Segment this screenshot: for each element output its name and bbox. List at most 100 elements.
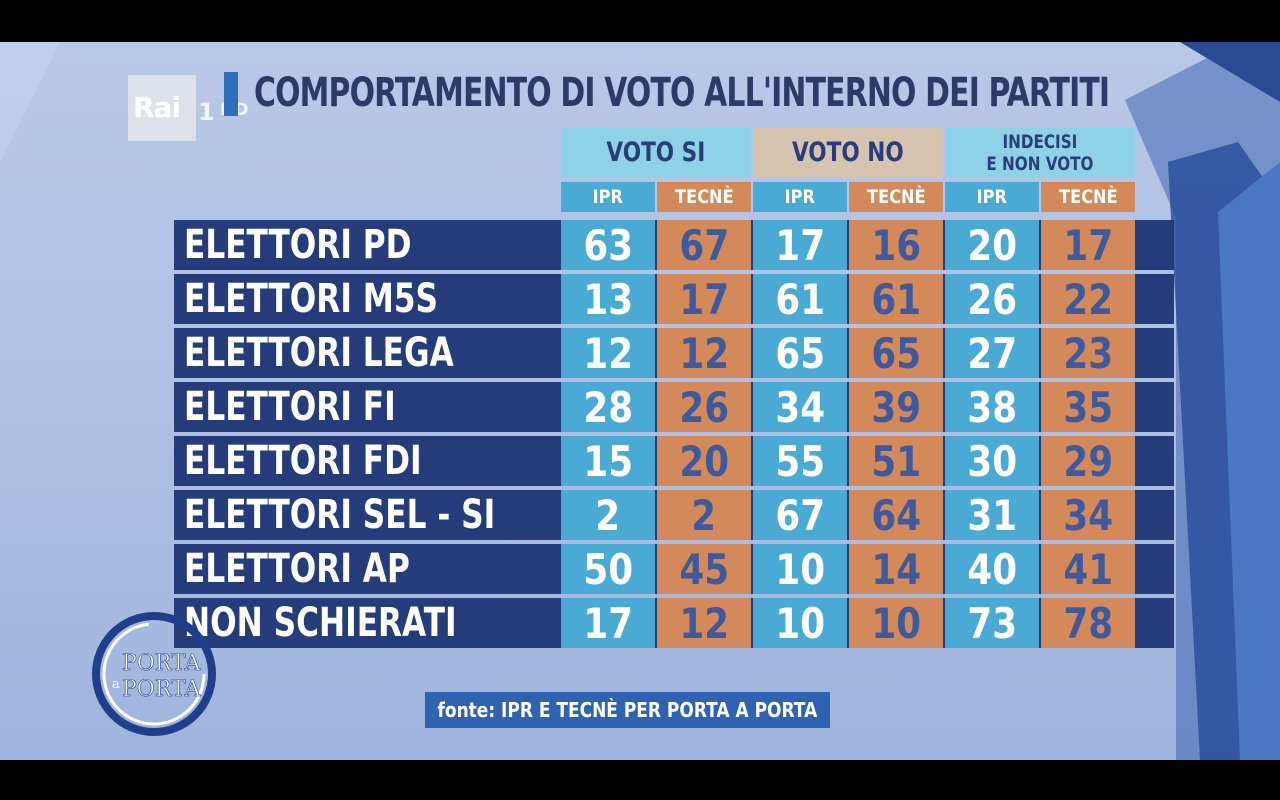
- group-header: VOTO SI: [561, 128, 751, 178]
- row-label-text: ELETTORI AP: [184, 546, 410, 592]
- value-label: 41: [1063, 544, 1113, 594]
- value-cell: 61: [753, 274, 847, 324]
- value-label: 38: [967, 382, 1017, 432]
- value-cell: 10: [849, 598, 943, 648]
- value-label: 10: [775, 544, 825, 594]
- background-decoration: [0, 42, 1280, 760]
- value-cell: 22: [1041, 274, 1135, 324]
- value-cell: 2: [561, 490, 655, 540]
- program-logo-line3: PORTA: [122, 677, 201, 702]
- group-header-line1: VOTO NO: [792, 137, 904, 168]
- value-label: 2: [595, 490, 621, 540]
- value-label: 78: [1063, 598, 1113, 648]
- value-cell: 78: [1041, 598, 1135, 648]
- value-cell: 17: [657, 274, 751, 324]
- row-label-text: ELETTORI PD: [184, 222, 412, 268]
- porta-a-porta-logo: PORTA a PORTA: [92, 612, 216, 736]
- channel-logo-number: 1: [198, 98, 215, 126]
- source-box: fonte: IPR E TECNÈ PER PORTA A PORTA: [425, 692, 830, 728]
- value-label: 65: [775, 328, 825, 378]
- value-label: 34: [775, 382, 825, 432]
- row-label-text: ELETTORI LEGA: [184, 330, 454, 376]
- value-cell: 34: [753, 382, 847, 432]
- value-label: 61: [775, 274, 825, 324]
- value-label: 20: [679, 436, 729, 486]
- value-label: 15: [583, 436, 633, 486]
- value-label: 30: [967, 436, 1017, 486]
- row-label-text: ELETTORI M5S: [184, 276, 439, 322]
- value-cell: 14: [849, 544, 943, 594]
- value-cell: 63: [561, 220, 655, 270]
- value-cell: 50: [561, 544, 655, 594]
- value-cell: 27: [945, 328, 1039, 378]
- subheader: TECNÈ: [657, 182, 751, 212]
- value-cell: 67: [657, 220, 751, 270]
- value-cell: 20: [945, 220, 1039, 270]
- value-label: 17: [583, 598, 633, 648]
- subheader: TECNÈ: [849, 182, 943, 212]
- value-cell: 35: [1041, 382, 1135, 432]
- subheader: IPR: [945, 182, 1039, 212]
- value-cell: 10: [753, 544, 847, 594]
- value-cell: 13: [561, 274, 655, 324]
- value-cell: 61: [849, 274, 943, 324]
- subheader-label: IPR: [976, 186, 1008, 208]
- value-cell: 65: [753, 328, 847, 378]
- title-accent-bar: [224, 72, 238, 116]
- row-label-text: ELETTORI FI: [184, 384, 396, 430]
- value-label: 20: [967, 220, 1017, 270]
- value-label: 16: [871, 220, 921, 270]
- value-cell: 64: [849, 490, 943, 540]
- program-logo-line2: a: [112, 677, 120, 692]
- value-cell: 12: [657, 328, 751, 378]
- value-label: 22: [1063, 274, 1113, 324]
- row-label: ELETTORI SEL - SI: [184, 490, 583, 540]
- value-label: 55: [775, 436, 825, 486]
- value-label: 23: [1063, 328, 1113, 378]
- value-label: 26: [679, 382, 729, 432]
- value-label: 10: [775, 598, 825, 648]
- value-label: 63: [583, 220, 633, 270]
- value-cell: 30: [945, 436, 1039, 486]
- value-cell: 16: [849, 220, 943, 270]
- value-label: 61: [871, 274, 921, 324]
- row-label: NON SCHIERATI: [184, 598, 534, 648]
- channel-logo-rai: Rai: [133, 91, 181, 124]
- value-label: 73: [967, 598, 1017, 648]
- subheader-label: TECNÈ: [1058, 186, 1118, 208]
- subheader: TECNÈ: [1041, 182, 1135, 212]
- channel-logo-box: [128, 75, 196, 141]
- value-label: 13: [583, 274, 633, 324]
- value-cell: 45: [657, 544, 751, 594]
- value-cell: 31: [945, 490, 1039, 540]
- value-label: 35: [1063, 382, 1113, 432]
- subheader-label: IPR: [592, 186, 624, 208]
- value-cell: 10: [753, 598, 847, 648]
- value-label: 12: [583, 328, 633, 378]
- value-cell: 15: [561, 436, 655, 486]
- value-label: 45: [679, 544, 729, 594]
- value-cell: 17: [1041, 220, 1135, 270]
- value-cell: 67: [753, 490, 847, 540]
- value-cell: 40: [945, 544, 1039, 594]
- value-label: 29: [1063, 436, 1113, 486]
- value-cell: 23: [1041, 328, 1135, 378]
- row-label-text: NON SCHIERATI: [184, 600, 457, 646]
- value-label: 12: [679, 598, 729, 648]
- value-label: 28: [583, 382, 633, 432]
- program-logo-line1: PORTA: [122, 651, 201, 676]
- row-label: ELETTORI AP: [184, 544, 474, 594]
- value-cell: 29: [1041, 436, 1135, 486]
- row-label-text: ELETTORI SEL - SI: [184, 492, 496, 538]
- value-cell: 17: [753, 220, 847, 270]
- value-label: 67: [679, 220, 729, 270]
- value-label: 40: [967, 544, 1017, 594]
- group-header: INDECISI E NON VOTO: [945, 128, 1135, 178]
- value-label: 67: [775, 490, 825, 540]
- value-cell: 65: [849, 328, 943, 378]
- value-label: 17: [679, 274, 729, 324]
- value-label: 10: [871, 598, 921, 648]
- subheader-label: TECNÈ: [866, 186, 926, 208]
- value-label: 51: [871, 436, 921, 486]
- value-label: 64: [871, 490, 921, 540]
